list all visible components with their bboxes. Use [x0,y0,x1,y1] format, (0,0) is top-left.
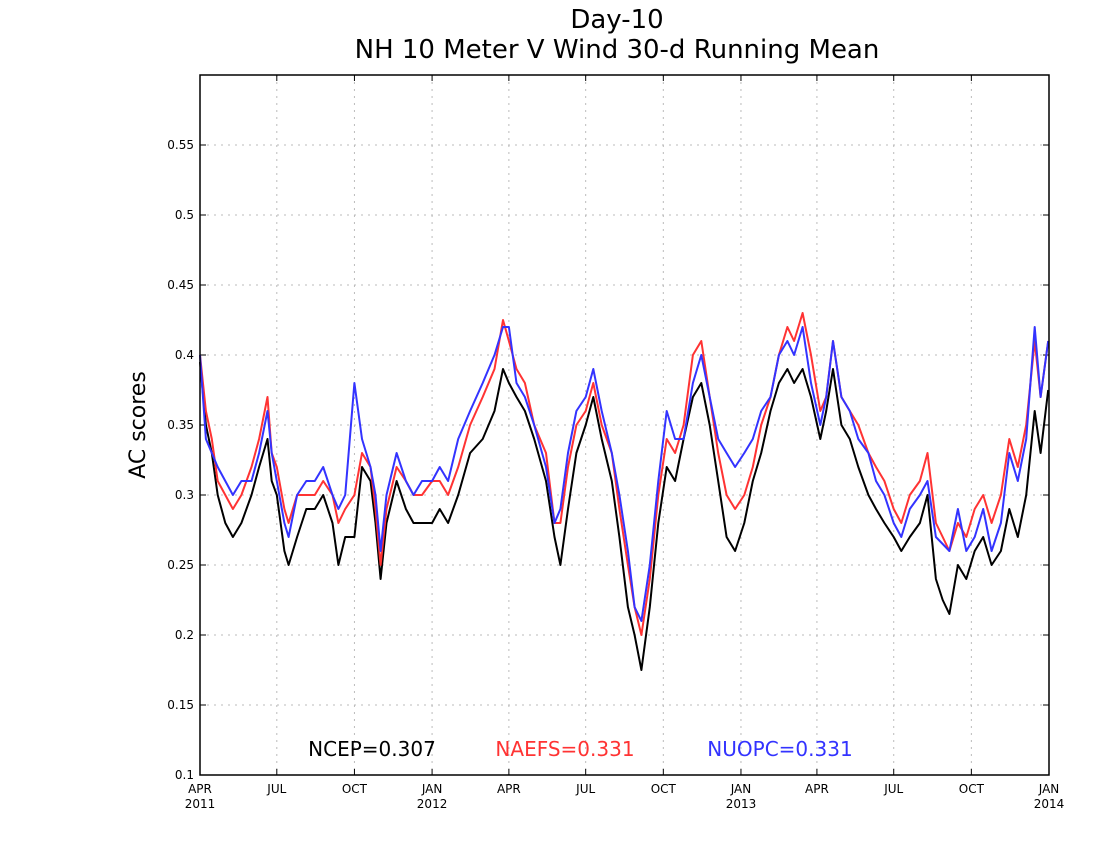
stat-label-2: NUOPC=0.331 [707,737,852,761]
legend-stats: NCEP=0.307 NAEFS=0.331 NUOPC=0.331 [308,737,853,761]
y-axis: 0.1 0.15 0.2 0.25 0.3 0.35 0.4 0.45 0.5 0.55 [167,138,1049,782]
y-axis-label: AC scores [126,371,151,479]
x-tick-label: APR [188,782,212,796]
x-tick-label: JUL [883,782,903,796]
x-tick-year: 2013 [726,797,757,811]
x-tick-year: 2014 [1034,797,1065,811]
series-line-naefs [199,312,1050,636]
series-line-ncep [199,361,1050,671]
y-tick-label: 0.25 [167,558,194,572]
chart-subtitle: NH 10 Meter V Wind 30-d Running Mean [355,35,880,65]
y-tick-label: 0.45 [167,278,194,292]
x-tick-year: 2011 [185,797,216,811]
series-line-nuopc [199,326,1050,622]
stat-label-1: NAEFS=0.331 [495,737,634,761]
x-tick-label: OCT [959,782,985,796]
x-tick-label: JAN [1038,782,1060,796]
y-tick-label: 0.5 [175,208,194,222]
y-tick-label: 0.4 [175,348,194,362]
x-tick-label: JUL [266,782,286,796]
x-tick-label: OCT [342,782,368,796]
y-tick-label: 0.1 [175,768,194,782]
stat-label-0: NCEP=0.307 [308,737,436,761]
y-tick-label: 0.35 [167,418,194,432]
x-tick-label: OCT [651,782,677,796]
x-tick-label: JAN [730,782,752,796]
x-tick-label: APR [497,782,521,796]
y-tick-label: 0.2 [175,628,194,642]
plot-frame [199,74,1050,776]
y-tick-label: 0.3 [175,488,194,502]
x-tick-label: APR [805,782,829,796]
grid [200,75,1049,775]
x-tick-year: 2012 [417,797,448,811]
x-tick-label: JUL [575,782,595,796]
x-tick-label: JAN [421,782,443,796]
y-tick-label: 0.55 [167,138,194,152]
chart-title: Day-10 [570,5,663,35]
y-tick-label: 0.15 [167,698,194,712]
series-lines [199,312,1050,671]
